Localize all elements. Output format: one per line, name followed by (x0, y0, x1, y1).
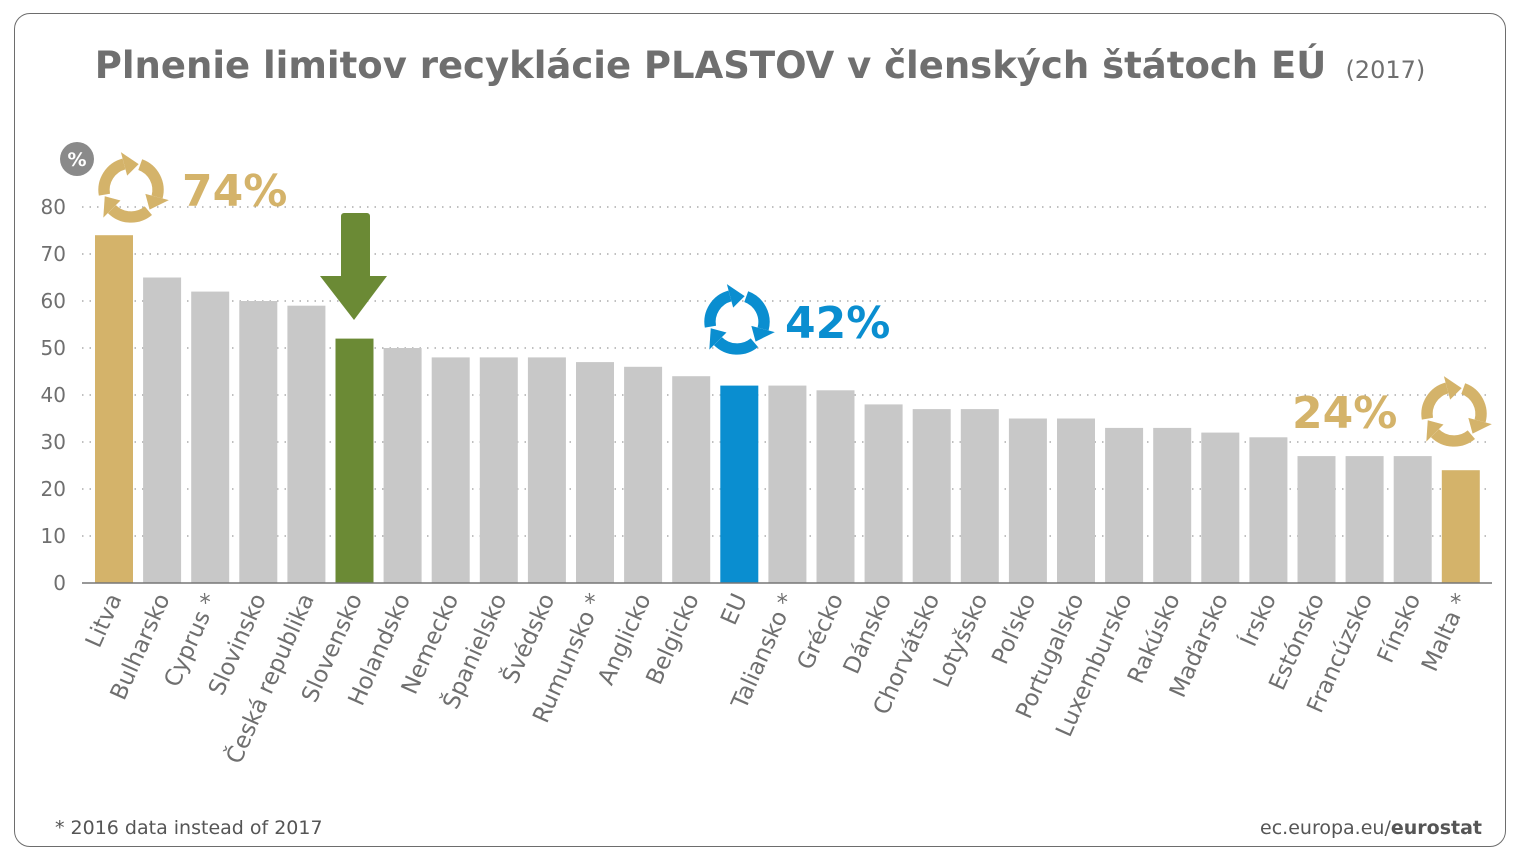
source-credit: ec.europa.eu/eurostat (1260, 817, 1482, 839)
bar (1105, 427, 1144, 583)
y-unit-label: % (67, 149, 86, 171)
callout-malta: 24% (1292, 376, 1492, 447)
bar (335, 338, 374, 583)
bar (624, 366, 663, 583)
y-tick-label: 60 (41, 289, 66, 313)
bar (720, 385, 759, 583)
source-brand: eurostat (1391, 817, 1482, 839)
bar (431, 357, 470, 583)
recycle-icon (1421, 376, 1492, 447)
chart-subtitle: (2017) (1345, 56, 1425, 84)
callout-eu-value: 42% (785, 298, 890, 349)
bar (1008, 418, 1047, 583)
bar (576, 362, 614, 583)
recycle-arrow (1426, 420, 1475, 447)
recycle-arrow (1460, 383, 1492, 434)
bar (527, 357, 566, 583)
y-tick-label: 20 (41, 477, 66, 501)
chart-title: Plnenie limitov recyklácie PLASTOV v čle… (95, 43, 1327, 87)
y-tick-label: 50 (41, 336, 66, 360)
callout-malta-value: 24% (1292, 388, 1397, 439)
bar (1393, 456, 1432, 583)
bars (95, 235, 1480, 583)
recycle-arrow (704, 284, 745, 328)
bar (1153, 427, 1192, 583)
bar (1297, 456, 1336, 583)
bar (1345, 456, 1384, 583)
y-unit-badge: % (60, 142, 94, 176)
recycle-arrow (98, 152, 139, 196)
recycle-icon (704, 284, 775, 355)
bar (1057, 418, 1095, 583)
bar (1249, 437, 1288, 583)
callout-eu: 42% (704, 284, 890, 355)
bar (239, 301, 278, 583)
bar (191, 291, 230, 583)
x-tick-label: Írsko (1234, 589, 1282, 650)
bar (143, 277, 182, 583)
recycle-arrow (1421, 376, 1462, 420)
source-site: ec.europa.eu/ (1260, 817, 1391, 839)
bar (672, 376, 711, 583)
y-tick-label: 80 (41, 195, 66, 219)
y-tick-label: 30 (41, 430, 66, 454)
recycle-arrow (743, 291, 775, 342)
bar (1441, 470, 1480, 583)
bar (816, 390, 855, 583)
recycle-arrow (103, 196, 152, 223)
bar (864, 404, 903, 583)
bar (479, 357, 518, 583)
y-tick-label: 70 (41, 242, 66, 266)
x-tick-label: Litva (81, 590, 128, 652)
svg-text:Plnenie limitov recyklácie PLA: Plnenie limitov recyklácie PLASTOV v čle… (95, 43, 1426, 87)
chart-frame (14, 13, 1506, 847)
slovakia-arrow-icon (320, 213, 387, 320)
bar (383, 348, 422, 583)
bar (95, 235, 133, 583)
y-axis-ticks: 0 10 20 30 40 50 60 70 80 (41, 195, 66, 595)
bar (1201, 432, 1240, 583)
x-tick-label: Poľsko (987, 590, 1041, 668)
x-tick-label: Fínsko (1373, 590, 1426, 667)
recycle-icon (98, 152, 169, 223)
x-tick-label: Grécko (793, 590, 849, 674)
x-tick-label: EU (716, 590, 753, 629)
footnote: * 2016 data instead of 2017 (55, 817, 323, 839)
bar (768, 385, 807, 583)
y-tick-label: 10 (41, 524, 66, 548)
bar (287, 305, 326, 583)
recycle-arrow (709, 328, 758, 355)
callout-litva: 74% (98, 152, 287, 223)
y-tick-label: 40 (41, 383, 66, 407)
bar (960, 409, 999, 583)
recycle-arrow (137, 159, 169, 210)
bar (912, 409, 951, 583)
x-tick-label: Malta * (1417, 590, 1474, 676)
y-tick-label: 0 (53, 571, 66, 595)
callout-litva-value: 74% (182, 166, 287, 217)
